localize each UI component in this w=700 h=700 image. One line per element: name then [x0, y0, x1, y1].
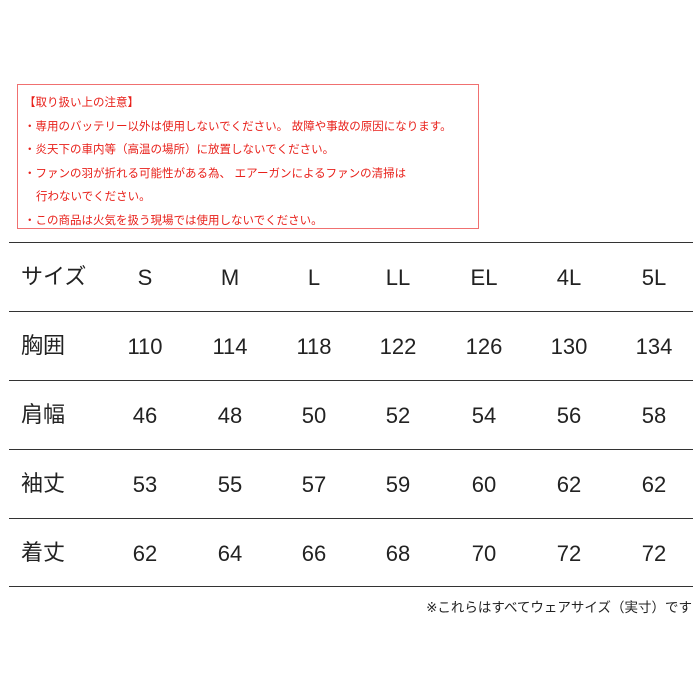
handling-notice-box: 【取り扱い上の注意】 ・専用のバッテリー以外は使用しないでください。 故障や事故…	[17, 84, 479, 229]
size-header-0: S	[137, 265, 153, 290]
table-row: 胸囲 110 114 118 122 126 130 134	[9, 311, 693, 380]
size-header-label: サイズ	[21, 265, 87, 290]
table-cell: 52	[385, 403, 411, 428]
table-cell: 57	[301, 472, 327, 497]
table-cell: 66	[301, 541, 327, 566]
table-cell: 114	[212, 334, 248, 359]
table-header-row: サイズ S M L LL EL 4L 5L	[9, 242, 693, 311]
table-cell: 126	[465, 334, 503, 359]
table-cell: 58	[641, 403, 667, 428]
table-cell: 56	[556, 403, 582, 428]
size-table: サイズ S M L LL EL 4L 5L 胸囲 110 114 118 122 126 130 134 肩…	[9, 242, 693, 587]
table-cell: 59	[385, 472, 411, 497]
table-cell: 55	[217, 472, 243, 497]
size-header-5: 4L	[556, 265, 582, 290]
row-label: 胸囲	[21, 334, 66, 359]
footnote: ※これらはすべてウェアサイズ（実寸）です	[426, 600, 692, 616]
table-cell: 134	[635, 334, 673, 359]
notice-line: ・ファンの羽が折れる可能性がある為、 エアーガンによるファンの清掃は	[24, 165, 407, 180]
size-header-6: 5L	[641, 265, 667, 290]
table-cell: 70	[471, 541, 497, 566]
table-row: 袖丈 53 55 57 59 60 62 62	[9, 449, 693, 518]
notice-line: 行わないでください。	[36, 189, 151, 203]
row-label: 肩幅	[21, 403, 66, 428]
table-cell: 64	[217, 541, 243, 566]
size-header-4: EL	[470, 265, 498, 290]
size-header-2: L	[307, 265, 321, 290]
size-header-1: M	[220, 265, 240, 290]
row-label: 袖丈	[21, 472, 66, 497]
table-cell: 62	[132, 541, 158, 566]
table-cell: 53	[132, 472, 158, 497]
table-cell: 48	[217, 403, 243, 428]
table-cell: 118	[296, 334, 332, 359]
notice-line: ・この商品は火気を扱う現場では使用しないでください。	[24, 212, 323, 227]
table-cell: 68	[385, 541, 411, 566]
notice-title: 【取り扱い上の注意】	[24, 95, 139, 109]
table-cell: 50	[301, 403, 327, 428]
table-cell: 110	[127, 334, 163, 359]
table-cell: 60	[471, 472, 497, 497]
table-cell: 46	[132, 403, 158, 428]
table-row: 肩幅 46 48 50 52 54 56 58	[9, 380, 693, 449]
row-label: 着丈	[21, 541, 66, 566]
table-cell: 72	[556, 541, 582, 566]
table-cell: 72	[641, 541, 667, 566]
notice-line: ・専用のバッテリー以外は使用しないでください。 故障や事故の原因になります。	[24, 118, 452, 133]
size-header-3: LL	[385, 265, 411, 290]
notice-line: ・炎天下の車内等（高温の場所）に放置しないでください。	[24, 142, 335, 156]
table-cell: 54	[471, 403, 497, 428]
table-cell: 62	[641, 472, 667, 497]
table-cell: 130	[550, 334, 588, 359]
table-cell: 62	[556, 472, 582, 497]
table-row: 着丈 62 64 66 68 70 72 72	[9, 518, 693, 587]
table-cell: 122	[379, 334, 417, 359]
